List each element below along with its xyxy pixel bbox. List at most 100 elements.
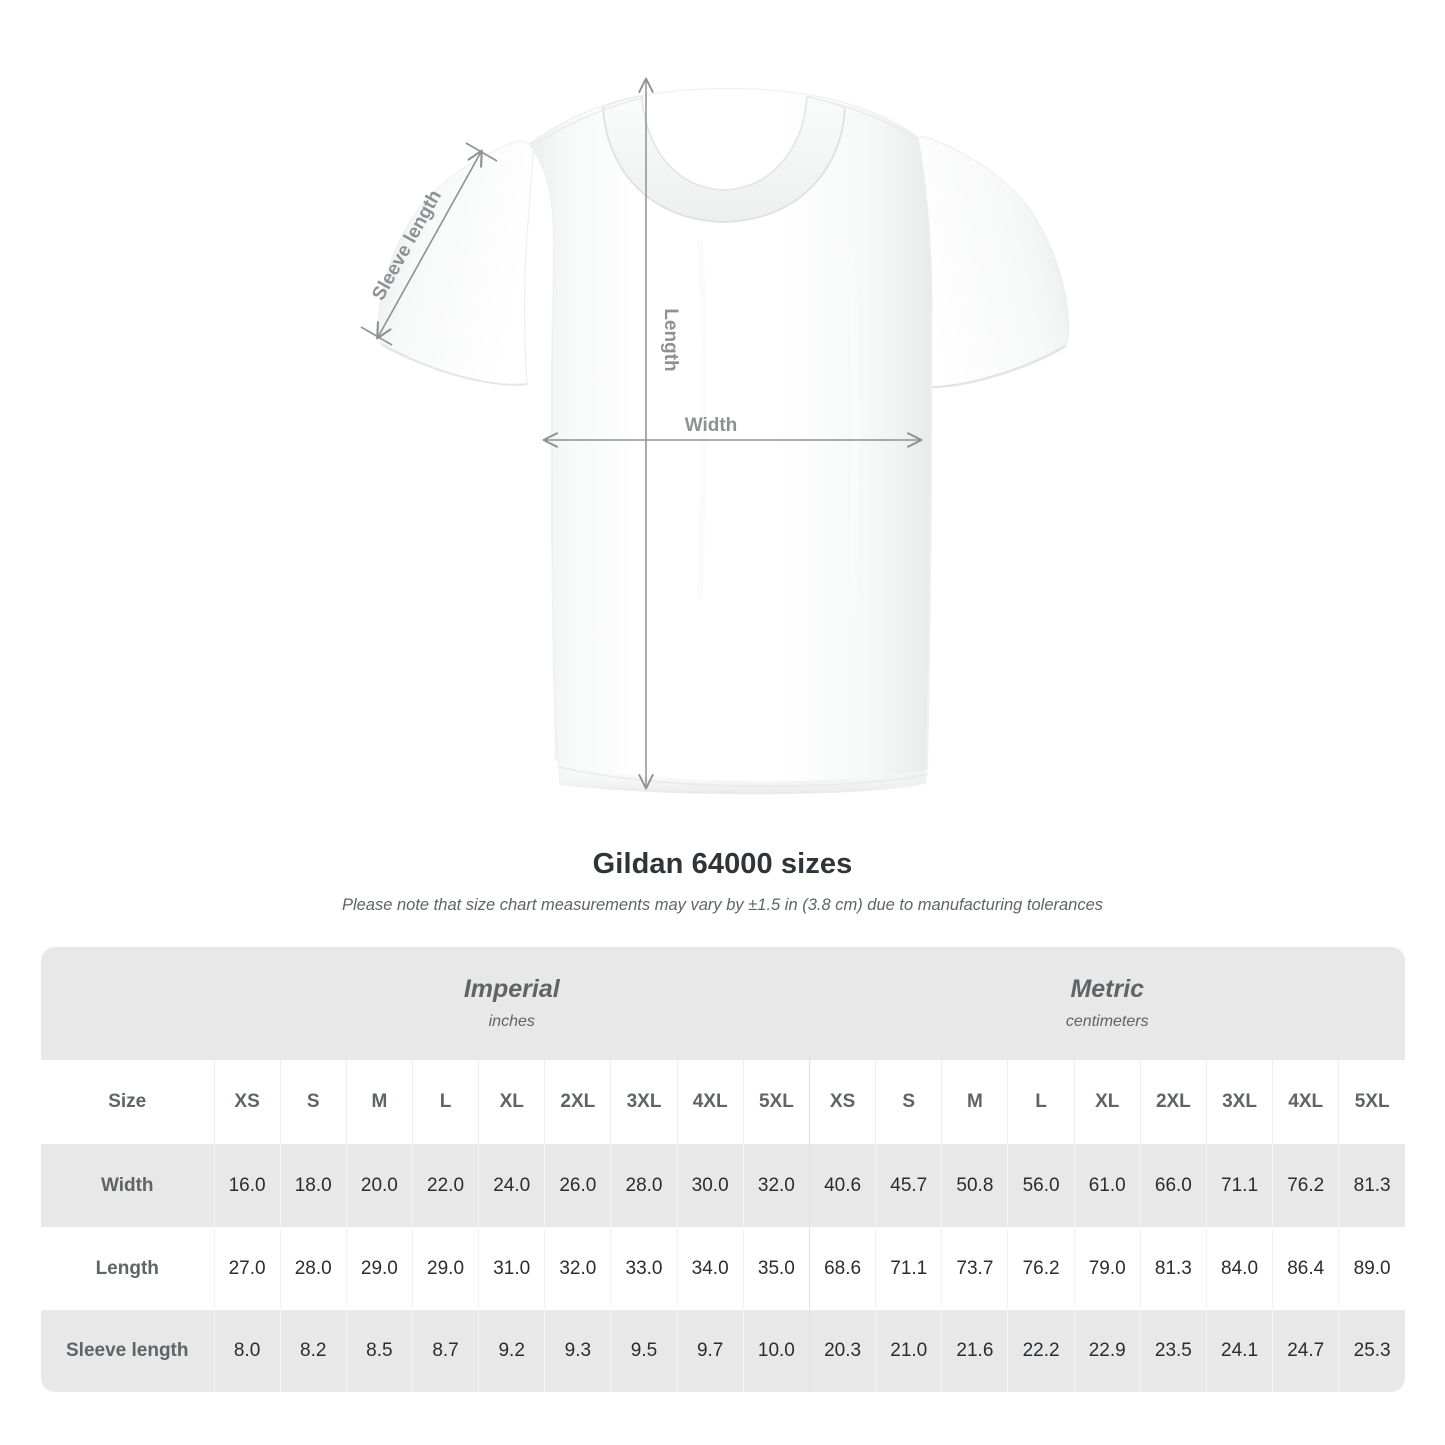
table-cell: 56.0: [1007, 1144, 1075, 1227]
table-cell: 21.0: [875, 1310, 942, 1392]
table-cell: 68.6: [809, 1227, 876, 1310]
table-cell: 29.0: [345, 1227, 413, 1310]
table-cell: 18.0: [279, 1144, 347, 1227]
row-label-sleeve-length: Sleeve length: [41, 1310, 214, 1392]
table-cell: L: [1007, 1060, 1075, 1144]
table-cell: 8.0: [213, 1310, 281, 1392]
table-cell: 25.3: [1338, 1310, 1405, 1392]
table-cell: 71.1: [875, 1227, 942, 1310]
table-cell: 3XL: [1205, 1060, 1273, 1144]
table-cell: XL: [1073, 1060, 1141, 1144]
table-cell: 89.0: [1338, 1227, 1405, 1310]
table-cell: 84.0: [1205, 1227, 1273, 1310]
page-subtitle: Please note that size chart measurements…: [341, 896, 1104, 914]
table-cell: XS: [809, 1060, 876, 1144]
table-cell: M: [345, 1060, 413, 1144]
table-cell: 32.0: [742, 1144, 810, 1227]
table-cell: 4XL: [676, 1060, 744, 1144]
table-cell: 5XL: [1338, 1060, 1405, 1144]
left-sleeve-cuff: [381, 343, 528, 386]
table-cell: 30.0: [676, 1144, 744, 1227]
table-cell: 24.0: [478, 1144, 545, 1227]
table-cell: 23.5: [1139, 1310, 1207, 1392]
page-title: Gildan 64000 sizes: [592, 848, 853, 880]
table-cell: 4XL: [1272, 1060, 1339, 1144]
length-label: Length: [660, 308, 681, 371]
unit-group-metric: Metric centimeters: [809, 947, 1405, 1060]
unit-group-unit: centimeters: [1065, 1012, 1149, 1030]
table-cell: 20.3: [809, 1310, 876, 1392]
table-cell: 35.0: [742, 1227, 810, 1310]
table-cell: XL: [478, 1060, 545, 1144]
table-cell: 24.1: [1205, 1310, 1273, 1392]
row-label-length: Length: [41, 1227, 214, 1310]
unit-group-unit: inches: [488, 1012, 535, 1030]
table-cell: 22.0: [411, 1144, 479, 1227]
tshirt-diagram: Sleeve length Length Width: [360, 77, 1070, 795]
table-cell: 9.3: [544, 1310, 611, 1392]
table-cell: 8.7: [411, 1310, 479, 1392]
table-cell: 81.3: [1139, 1227, 1207, 1310]
table-cell: 76.2: [1007, 1227, 1075, 1310]
table-cell: 34.0: [676, 1227, 744, 1310]
table-cell: 33.0: [610, 1227, 678, 1310]
table-cell: 9.5: [610, 1310, 678, 1392]
unit-band-spacer: [41, 947, 214, 1060]
unit-group-name: Imperial: [463, 975, 560, 1004]
table-cell: 21.6: [941, 1310, 1008, 1392]
table-cell: 66.0: [1139, 1144, 1207, 1227]
unit-group-name: Metric: [1070, 975, 1145, 1004]
table-cell: 79.0: [1073, 1227, 1141, 1310]
table-cell: 71.1: [1205, 1144, 1273, 1227]
sleeve-length-cap-top: [465, 142, 498, 162]
left-shoulder-seam: [531, 97, 643, 147]
body-left-seam: [550, 299, 557, 761]
table-cell: 9.2: [478, 1310, 545, 1392]
sleeve-length-arrow: [376, 149, 483, 340]
body-right-seam: [926, 311, 933, 771]
table-cell: 76.2: [1272, 1144, 1339, 1227]
table-cell: 24.7: [1272, 1310, 1339, 1392]
sleeve-length-cap-bottom: [360, 326, 393, 346]
table-cell: 27.0: [213, 1227, 281, 1310]
table-row: Sleeve length 8.0 8.2 8.5 8.7 9.2 9.3 9.5 9.7 10.…: [41, 1310, 1405, 1392]
table-cell: 29.0: [411, 1227, 479, 1310]
table-cell: 20.0: [345, 1144, 413, 1227]
collar-outer-edge: [602, 106, 846, 223]
size-table-container: Imperial inches Metric centimeters Size XS S M L…: [41, 947, 1405, 1392]
table-cell: S: [279, 1060, 347, 1144]
table-row: Width 16.0 18.0 20.0 22.0 24.0 26.0 28.0 30.0 32.…: [41, 1144, 1405, 1227]
table-cell: 28.0: [279, 1227, 347, 1310]
row-label-width: Width: [41, 1144, 214, 1227]
table-cell: 22.2: [1007, 1310, 1075, 1392]
right-shoulder-seam: [807, 96, 918, 140]
table-cell: 73.7: [941, 1227, 1008, 1310]
table-cell: 16.0: [213, 1144, 281, 1227]
right-sleeve-cuff: [916, 345, 1066, 389]
fabric-fold-1: [697, 239, 707, 601]
size-row-header: Size: [41, 1060, 214, 1144]
width-label: Width: [685, 415, 738, 436]
table-cell: 26.0: [544, 1144, 611, 1227]
table-cell: 40.6: [809, 1144, 876, 1227]
table-cell: 2XL: [1139, 1060, 1207, 1144]
table-cell: M: [941, 1060, 1008, 1144]
table-cell: 50.8: [941, 1144, 1008, 1227]
unit-band-row: Imperial inches Metric centimeters: [41, 947, 1405, 1060]
table-cell: 3XL: [610, 1060, 678, 1144]
table-cell: 9.7: [676, 1310, 744, 1392]
table-cell: 8.5: [345, 1310, 413, 1392]
table-cell: 10.0: [742, 1310, 810, 1392]
table-row: Length 27.0 28.0 29.0 29.0 31.0 32.0 33.0 34.0 35…: [41, 1227, 1405, 1310]
fabric-fold-2: [846, 249, 860, 611]
table-cell: 5XL: [742, 1060, 810, 1144]
table-cell: 28.0: [610, 1144, 678, 1227]
table-cell: 22.9: [1073, 1310, 1141, 1392]
size-chart-table: Imperial inches Metric centimeters Size XS S M L…: [41, 947, 1405, 1392]
table-cell: S: [875, 1060, 942, 1144]
table-cell: 61.0: [1073, 1144, 1141, 1227]
table-cell: 31.0: [478, 1227, 545, 1310]
table-row: Size XS S M L XL 2XL 3XL 4XL 5XL XS S M L XL 2XL 3XL 4XL 5…: [41, 1060, 1405, 1144]
table-cell: 8.2: [279, 1310, 347, 1392]
